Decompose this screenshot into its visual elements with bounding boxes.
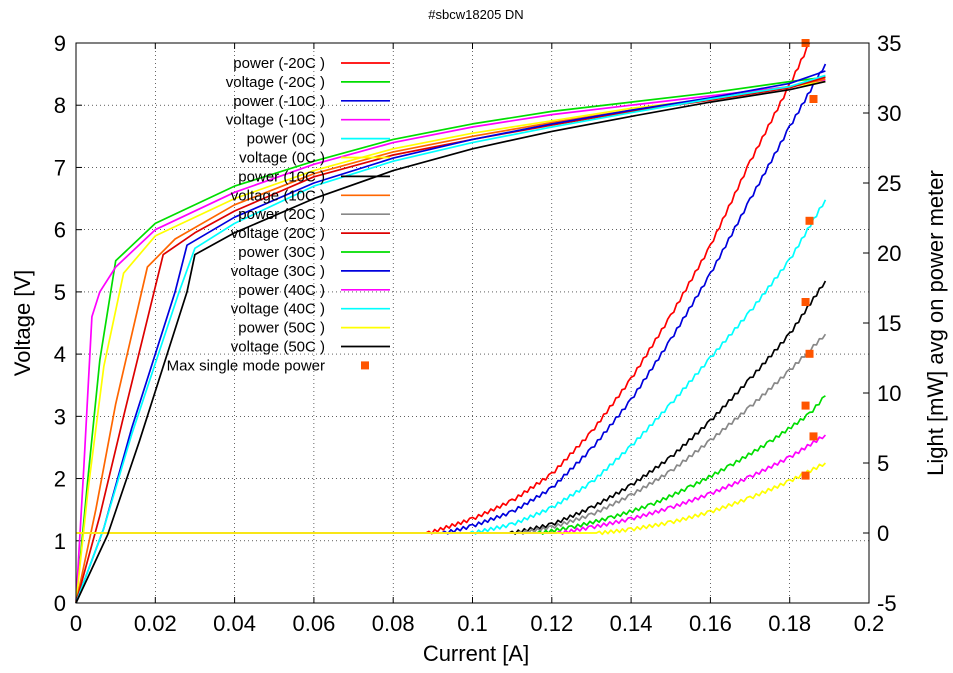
legend: power (-20C ) voltage (-20C ) power (-10C … xyxy=(167,55,390,374)
x-axis-label: Current [A] xyxy=(423,641,529,666)
legend-label: Max single mode power xyxy=(167,357,325,374)
y2-tick-label: 20 xyxy=(877,241,901,266)
grid xyxy=(76,43,869,603)
y2-tick-label: -5 xyxy=(877,591,897,616)
legend-label: voltage (40C ) xyxy=(231,301,325,318)
y2-tick-label: 10 xyxy=(877,381,901,406)
series-line-voltage-40c xyxy=(75,74,826,604)
x-tick-label: 0 xyxy=(70,611,82,636)
legend-label: voltage (-20C ) xyxy=(226,74,325,91)
legend-label: power (40C ) xyxy=(238,282,325,299)
series-line-voltage-10c xyxy=(75,79,826,604)
legend-label: power (-10C ) xyxy=(233,93,325,110)
marker-max-single-mode-power xyxy=(801,471,810,480)
marker-max-single-mode-power xyxy=(809,95,818,103)
x-tick-label: 0.12 xyxy=(530,611,573,636)
legend-label: power (-20C ) xyxy=(233,55,325,72)
legend-label: voltage (20C ) xyxy=(231,225,325,242)
y-tick-label: 8 xyxy=(54,93,66,118)
x-tick-label: 0.2 xyxy=(854,611,885,636)
x-tick-label: 0.04 xyxy=(213,611,256,636)
series-line-voltage-30c xyxy=(75,70,826,604)
series-line-power-50c xyxy=(76,462,827,536)
chart-title: #sbcw18205 DN xyxy=(428,7,523,22)
y-tick-label: 4 xyxy=(54,342,66,367)
y-tick-label: 7 xyxy=(54,155,66,180)
legend-label: power (50C ) xyxy=(238,320,325,337)
series-line-voltage-10c xyxy=(75,78,826,604)
plot-frame xyxy=(75,42,870,604)
legend-label: voltage (50C ) xyxy=(231,339,325,356)
marker-max-single-mode-power xyxy=(801,401,810,410)
series-layer xyxy=(75,39,827,604)
series-line-voltage-50c xyxy=(75,80,826,604)
x-tick-label: 0.06 xyxy=(292,611,335,636)
series-line-voltage-20c xyxy=(75,76,826,604)
y2-tick-label: 30 xyxy=(877,101,901,126)
y2-tick-label: 25 xyxy=(877,171,901,196)
series-line-power-10c xyxy=(76,280,827,535)
y-tick-label: 2 xyxy=(54,467,66,492)
marker-max-single-mode-power xyxy=(801,298,810,306)
series-line-power-20c xyxy=(76,42,811,535)
marker-max-single-mode-power xyxy=(805,349,814,358)
marker-max-single-mode-power xyxy=(805,216,814,225)
y-tick-label: 0 xyxy=(54,591,66,616)
y-tick-label: 6 xyxy=(54,218,66,243)
legend-label: power (30C ) xyxy=(238,244,325,261)
y-tick-label: 5 xyxy=(54,280,66,305)
x-tick-label: 0.1 xyxy=(457,611,488,636)
y2-tick-label: 35 xyxy=(877,31,901,56)
legend-label: voltage (0C ) xyxy=(239,150,325,167)
legend-label: voltage (10C ) xyxy=(231,187,325,204)
x-tick-label: 0.16 xyxy=(689,611,732,636)
y2-tick-label: 15 xyxy=(877,311,901,336)
y2-tick-label: 5 xyxy=(877,451,889,476)
legend-label: voltage (-10C ) xyxy=(226,112,325,129)
x-tick-label: 0.08 xyxy=(372,611,415,636)
axis-ticks: 0 0.02 0.04 0.06 0.08 0.1 0.12 0.14 0.16 0.18 0.2 0… xyxy=(54,31,902,636)
x-tick-label: 0.14 xyxy=(610,611,653,636)
y2-tick-label: 0 xyxy=(877,521,889,546)
series-line-voltage-20c xyxy=(75,76,826,604)
marker-max-single-mode-power xyxy=(809,432,818,441)
legend-label: power (20C ) xyxy=(238,206,325,223)
legend-label: power (10C ) xyxy=(238,168,325,185)
legend-label: power (0C ) xyxy=(247,131,325,148)
legend-marker xyxy=(361,361,369,370)
y-tick-label: 9 xyxy=(54,31,66,56)
series-line-power-40c xyxy=(76,434,827,535)
y-axis-label: Voltage [V] xyxy=(10,270,35,376)
x-tick-label: 0.18 xyxy=(768,611,811,636)
series-line-power-10c xyxy=(76,63,827,535)
legend-label: voltage (30C ) xyxy=(231,263,325,280)
y2-axis-label: Light [mW] avg on power meter xyxy=(923,170,948,476)
y-tick-label: 1 xyxy=(54,529,66,554)
y-tick-label: 3 xyxy=(54,404,66,429)
x-tick-label: 0.02 xyxy=(134,611,177,636)
